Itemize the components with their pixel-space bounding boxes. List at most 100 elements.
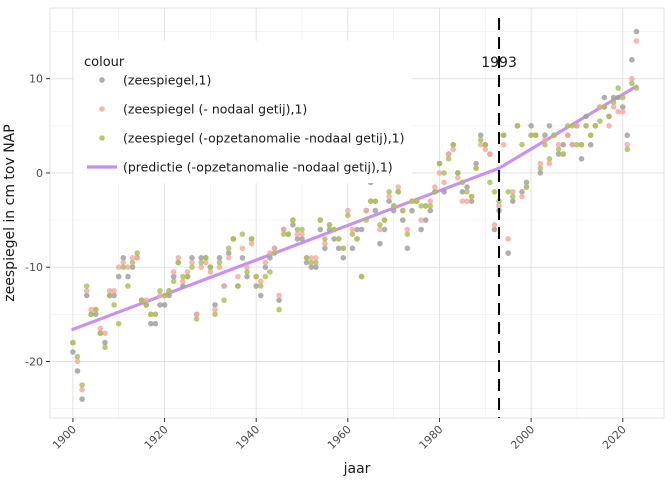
data-point-opzet [555,146,562,153]
data-point-zeespiegel [83,292,90,299]
data-point-opzet [491,189,498,195]
data-point-zeespiegel [560,141,566,148]
data-point-opzet [180,273,186,280]
data-point-nodaal [455,174,461,181]
data-point-nodaal [537,160,544,167]
data-point-zeespiegel [276,297,282,304]
data-point-nodaal [235,273,241,280]
data-point-opzet [207,264,214,271]
data-point-opzet [542,141,548,148]
data-point-opzet [441,170,447,176]
data-point-nodaal [115,264,122,271]
data-point-nodaal [496,203,502,209]
data-point-opzet [111,302,117,308]
data-point-opzet [317,217,324,223]
data-point-nodaal [491,222,498,228]
data-point-opzet [629,80,635,87]
data-point-opzet [372,198,379,204]
data-point-zeespiegel [601,94,608,101]
data-point-nodaal [432,184,438,190]
data-point-opzet [129,259,136,266]
data-point-nodaal [225,254,232,261]
data-point-opzet [519,141,525,148]
data-point-opzet [248,236,255,242]
data-point-zeespiegel [473,160,479,167]
data-point-opzet [459,179,466,186]
data-point-zeespiegel [477,132,484,138]
legend-key-point [99,135,105,141]
data-point-zeespiegel [354,226,360,233]
data-point-opzet [115,320,122,327]
data-point-zeespiegel [111,292,117,299]
data-point-zeespiegel [615,94,621,101]
data-point-opzet [170,278,177,285]
data-point-opzet [189,264,195,271]
data-point-nodaal [83,288,90,294]
data-point-nodaal [189,259,195,266]
data-point-nodaal [203,259,209,266]
data-point-opzet [106,292,113,299]
data-point-opzet [198,259,204,266]
data-point-nodaal [184,269,191,275]
data-point-zeespiegel [505,250,512,256]
data-point-zeespiegel [148,320,154,327]
data-point-nodaal [248,240,255,247]
data-point-nodaal [97,325,104,332]
data-point-opzet [606,113,612,120]
x-tick-label: 1900 [50,423,79,452]
data-point-zeespiegel [267,254,273,261]
data-point-zeespiegel [308,264,315,271]
data-point-opzet [574,141,580,148]
data-point-opzet [313,259,319,266]
data-point-opzet [496,198,502,204]
data-point-nodaal [294,231,301,237]
data-point-nodaal [555,141,562,148]
data-point-opzet [345,212,351,219]
data-point-opzet [120,264,127,271]
data-point-opzet [505,189,512,195]
data-point-opzet [477,137,484,143]
data-point-opzet [473,165,479,171]
data-point-opzet [166,288,172,294]
data-point-nodaal [565,132,571,138]
data-point-opzet [79,382,85,388]
data-point-opzet [436,160,443,167]
data-point-nodaal [106,288,113,294]
data-point-opzet [299,226,305,233]
data-point-zeespiegel [377,240,383,247]
data-point-nodaal [597,104,603,110]
data-point-zeespiegel [610,94,617,101]
data-point-nodaal [386,193,392,200]
data-point-opzet [464,189,470,195]
data-point-opzet [597,118,603,124]
data-point-nodaal [212,306,218,313]
data-point-opzet [83,283,90,289]
data-point-zeespiegel [129,264,136,271]
data-point-nodaal [79,386,85,393]
data-point-opzet [400,207,406,214]
data-point-nodaal [459,198,466,204]
data-point-zeespiegel [427,207,434,214]
data-point-opzet [235,283,241,289]
data-point-zeespiegel [404,245,411,252]
data-point-zeespiegel [152,320,159,327]
data-point-zeespiegel [189,254,195,261]
data-point-zeespiegel [537,170,544,176]
data-point-opzet [244,269,250,275]
data-point-opzet [193,316,200,322]
data-point-nodaal [221,283,227,289]
data-point-nodaal [180,278,186,285]
data-point-nodaal [193,311,200,318]
data-point-nodaal [546,160,553,167]
data-point-nodaal [363,207,370,214]
x-tick-label: 1940 [233,423,262,452]
data-point-nodaal [482,146,489,153]
legend-title: colour [84,55,125,70]
panel-border [49,7,665,419]
data-point-zeespiegel [166,292,172,299]
data-point-opzet [74,353,81,360]
data-point-nodaal [102,330,108,337]
data-point-nodaal [542,137,548,143]
data-point-zeespiegel [244,273,250,280]
